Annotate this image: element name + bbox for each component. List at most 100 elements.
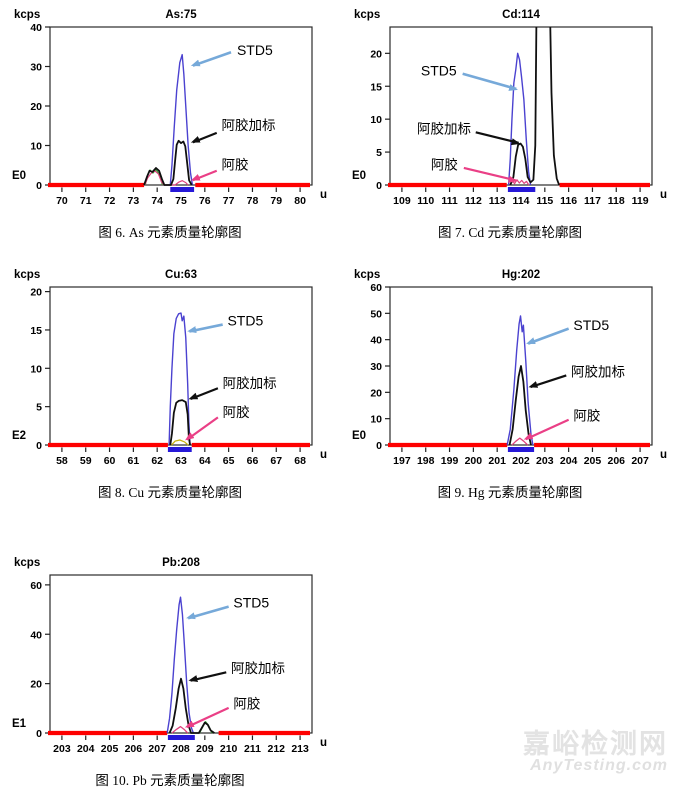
x-tick-label: 65	[223, 455, 235, 467]
chart-caption-cu: 图 8. Cu 元素质量轮廓图	[97, 485, 242, 500]
x-tick-label: 75	[175, 195, 187, 207]
annotation-arrow-sample	[190, 169, 218, 182]
x-tick-label: 77	[223, 195, 235, 207]
chart-title: Hg:202	[502, 269, 540, 281]
annotation-arrow-std5	[526, 327, 570, 345]
y-tick-label: 40	[30, 629, 42, 641]
x-tick-label: 204	[560, 455, 578, 467]
series-sample	[171, 725, 189, 734]
chart-caption-as: 图 6. As 元素质量轮廓图	[98, 225, 242, 240]
series-std5	[166, 596, 195, 734]
y-axis-unit-label: kcps	[14, 557, 40, 569]
x-tick-label: 110	[417, 195, 434, 207]
series-std5	[169, 53, 194, 186]
y-tick-label: 10	[370, 114, 382, 126]
x-tick-label: 115	[536, 195, 553, 207]
chart-cu: 0 5 10 15 20 58 59 60 61 62 63 64 65 66 67 68 STD5 阿胶加标 阿胶…	[0, 265, 340, 513]
series-std5	[168, 312, 191, 446]
y-tick-label: 50	[370, 308, 382, 320]
annotation-arrow-sample	[184, 706, 230, 729]
y-axis-exponent-label: E2	[12, 430, 26, 442]
x-tick-label: 209	[196, 743, 214, 755]
x-tick-label: 60	[104, 455, 116, 467]
y-axis-exponent-label: E0	[12, 170, 26, 182]
series-sample-spiked	[143, 139, 193, 186]
x-tick-label: 114	[513, 195, 530, 207]
series-std5	[506, 315, 534, 446]
chart-title: Cu:63	[165, 269, 197, 281]
y-tick-label: 20	[30, 287, 42, 299]
annotation-arrow-std5	[187, 323, 223, 334]
x-tick-label: 205	[101, 743, 119, 755]
chart-title: Pb:208	[162, 557, 200, 569]
x-tick-label: 64	[199, 455, 211, 467]
x-tick-label: 116	[560, 195, 577, 207]
annotation-arrow-sample-spiked	[475, 131, 521, 146]
annotation-label-sample-spiked: 阿胶加标	[221, 117, 275, 133]
chart-pb: 0 20 40 60 203 204 205 206 207 208 209 210 211 212 213…	[0, 553, 340, 790]
x-tick-label: 212	[268, 743, 286, 755]
x-tick-label: 66	[247, 455, 259, 467]
x-tick-label: 197	[393, 455, 411, 467]
x-tick-label: 207	[148, 743, 166, 755]
series-sample	[511, 437, 529, 446]
annotation-arrow-sample	[523, 418, 570, 441]
x-tick-label: 199	[441, 455, 459, 467]
annotation-label-std5: STD5	[237, 42, 273, 58]
chart-as: 0 10 20 30 40 70 71 72 73 74 75 76 77 78 79 80 STD5 阿胶加标阿…	[0, 5, 340, 253]
x-tick-label: 211	[244, 743, 261, 755]
x-tick-label: 71	[80, 195, 92, 207]
y-tick-label: 30	[30, 62, 42, 74]
x-tick-label: 59	[80, 455, 92, 467]
annotation-label-sample: 阿胶	[233, 695, 260, 711]
y-tick-label: 40	[30, 22, 42, 34]
annotation-label-sample: 阿胶	[431, 157, 458, 173]
annotation-label-std5: STD5	[421, 62, 457, 78]
y-tick-label: 0	[36, 728, 42, 740]
annotation-label-sample: 阿胶	[223, 404, 250, 420]
annotation-arrow-sample-spiked	[190, 131, 218, 144]
y-tick-label: 20	[30, 101, 42, 113]
watermark-chinese: 嘉峪检测网	[523, 729, 668, 759]
x-tick-label: 119	[632, 195, 649, 207]
x-tick-label: 73	[128, 195, 140, 207]
y-axis-unit-label: kcps	[354, 9, 380, 21]
x-tick-label: 117	[584, 195, 601, 207]
cu-mass-profile-plot: 0 5 10 15 20 58 59 60 61 62 63 64 65 66 67 68 STD5 阿胶加标阿胶…	[12, 269, 327, 467]
x-tick-label: 109	[393, 195, 411, 207]
series-sample	[144, 170, 189, 186]
x-tick-label: 67	[270, 455, 282, 467]
chart-title: Cd:114	[502, 9, 540, 21]
cd-mass-profile-plot: 0 5 10 15 20 109 110 111 112 113 114 115 116 117 118 11…	[352, 9, 667, 207]
y-tick-label: 60	[370, 282, 382, 294]
x-tick-label: 206	[608, 455, 626, 467]
x-axis-unit-label: u	[660, 189, 667, 201]
y-tick-label: 60	[30, 580, 42, 592]
x-axis-unit-label: u	[320, 737, 327, 749]
annotation-label-std5: STD5	[573, 317, 609, 333]
y-axis-unit-label: kcps	[354, 269, 380, 281]
annotation-arrow-std5	[186, 605, 229, 620]
watermark: 嘉峪检测网 AnyTesting.com	[523, 730, 668, 775]
chart-cd: 0 5 10 15 20 109 110 111 112 113 114 115 116 117 118 11…	[340, 5, 680, 253]
series-sample-spiked	[509, 27, 560, 186]
annotation-label-sample: 阿胶	[573, 408, 600, 424]
chart-caption-pb: 图 10. Pb 元素质量轮廓图	[95, 773, 245, 788]
x-tick-label: 207	[631, 455, 649, 467]
series-std5	[507, 52, 532, 186]
x-tick-label: 118	[608, 195, 625, 207]
x-tick-label: 210	[220, 743, 238, 755]
series-sample	[170, 439, 189, 446]
y-tick-label: 10	[30, 363, 42, 375]
x-tick-label: 201	[488, 455, 506, 467]
plot-frame	[389, 26, 653, 186]
annotation-arrow-sample-spiked	[188, 387, 219, 401]
annotation-arrow-sample-spiked	[528, 374, 567, 389]
x-tick-label: 74	[151, 195, 163, 207]
x-tick-label: 204	[77, 743, 95, 755]
x-axis-unit-label: u	[660, 449, 667, 461]
x-tick-label: 213	[291, 743, 309, 755]
as-mass-profile-plot: 0 10 20 30 40 70 71 72 73 74 75 76 77 78 79 80 STD5 阿胶加标阿…	[12, 9, 327, 207]
x-tick-label: 203	[53, 743, 71, 755]
x-tick-label: 62	[151, 455, 163, 467]
